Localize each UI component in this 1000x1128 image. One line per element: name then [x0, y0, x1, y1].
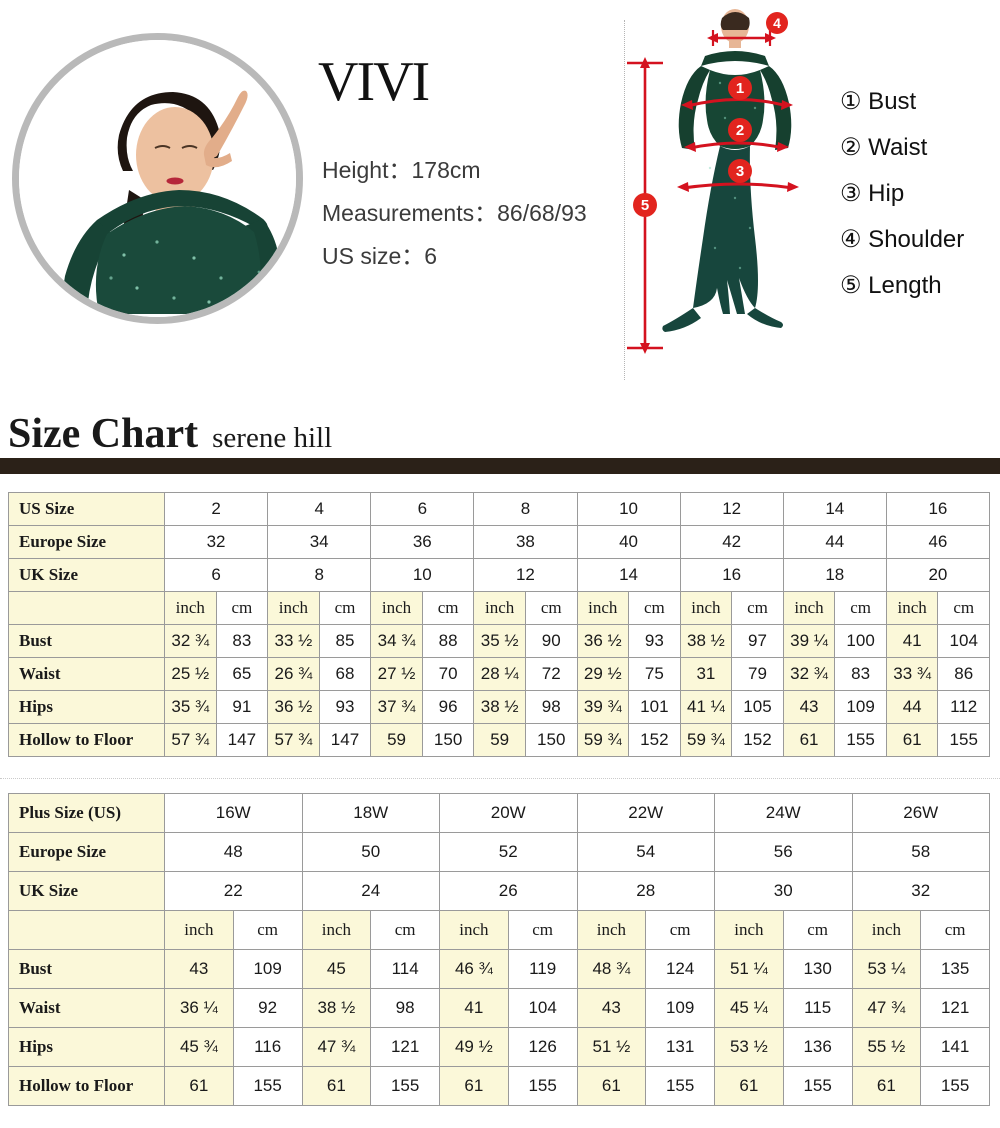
svg-text:1: 1	[736, 80, 744, 97]
svg-text:4: 4	[773, 15, 781, 31]
svg-text:2: 2	[736, 122, 744, 139]
svg-text:5: 5	[641, 197, 649, 214]
svg-text:3: 3	[736, 163, 744, 180]
